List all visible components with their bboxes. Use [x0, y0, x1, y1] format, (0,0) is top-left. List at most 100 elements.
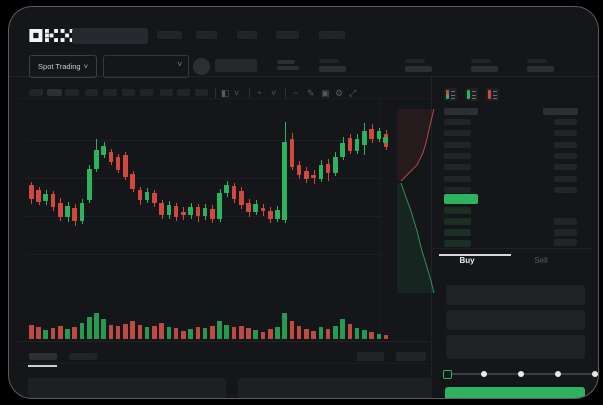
orderbook-icon-line — [472, 98, 476, 99]
volume-bar — [166, 327, 172, 339]
order-form-field[interactable] — [446, 285, 585, 305]
slider-stop[interactable] — [481, 371, 487, 377]
timeframe-button[interactable] — [140, 89, 153, 96]
candle — [43, 194, 49, 201]
interval-caret-icon[interactable]: ˅ — [271, 88, 277, 98]
gridline — [26, 140, 381, 141]
timeframe-button[interactable] — [103, 89, 117, 96]
volume-bar — [318, 327, 324, 339]
nav-item[interactable] — [157, 31, 182, 39]
orderbook-header-placeholder — [444, 108, 478, 115]
ask-amount-placeholder — [554, 119, 577, 125]
ask-price-placeholder — [444, 130, 471, 137]
buy-submit-button[interactable] — [445, 387, 585, 398]
timeframe-button[interactable] — [195, 89, 208, 96]
ask-depth-fill — [397, 109, 434, 181]
screenshot-icon[interactable]: ▣ — [321, 88, 330, 98]
chevron-down-icon: ˅ — [83, 62, 88, 71]
volume-bar — [101, 319, 106, 339]
orders-action-button[interactable] — [357, 352, 384, 361]
stat-value-placeholder — [527, 66, 554, 72]
candle-style-icon[interactable]: ◧ — [221, 88, 230, 98]
orderbook-icon-bar — [446, 90, 449, 99]
candle — [115, 157, 121, 170]
settings-icon[interactable]: ⚙ — [335, 88, 344, 98]
tab-buy[interactable]: Buy — [459, 256, 475, 265]
nav-item[interactable] — [196, 31, 217, 39]
panel-divider — [431, 76, 432, 398]
orderbook-icon-line — [451, 94, 455, 96]
toolbar-divider — [249, 88, 250, 98]
volume-bar — [115, 326, 121, 339]
candle — [210, 209, 215, 219]
orderbook-view-asks-icon[interactable] — [486, 88, 499, 101]
volume-bar — [36, 327, 41, 339]
candle — [202, 208, 208, 216]
candle — [311, 175, 316, 178]
volume-bar — [267, 329, 273, 339]
orders-tab[interactable] — [29, 353, 57, 360]
order-form-field[interactable] — [446, 310, 585, 330]
timeframe-button[interactable] — [29, 89, 43, 96]
volume-bar — [282, 313, 287, 339]
market-type-selector[interactable]: Spot Trading ˅ — [29, 55, 97, 78]
timeframe-button[interactable] — [177, 89, 190, 96]
candle — [267, 211, 273, 219]
ask-depth-line — [400, 108, 435, 182]
indicator-icon[interactable]: ~ — [293, 88, 299, 98]
timeframe-button[interactable] — [160, 89, 173, 96]
pair-dropdown[interactable]: ˅ — [103, 55, 189, 78]
orderbook-header-placeholder — [543, 108, 578, 115]
toolbar-divider — [285, 88, 286, 98]
fullscreen-icon[interactable]: ⤢ — [349, 88, 357, 98]
orders-action-button[interactable] — [396, 352, 426, 361]
interval-icon[interactable]: ◔ — [256, 88, 262, 98]
toolbar-divider — [215, 88, 216, 98]
ask-price-placeholder — [444, 119, 471, 125]
slider-stop[interactable] — [555, 371, 561, 377]
change-line-placeholder — [277, 66, 299, 70]
timeframe-button[interactable] — [85, 89, 98, 96]
ask-price-placeholder — [444, 175, 471, 182]
candle-style-caret-icon[interactable]: ˅ — [234, 88, 240, 98]
tab-sell[interactable]: Sell — [534, 256, 548, 265]
candle — [50, 194, 56, 207]
draw-icon[interactable]: ✎ — [307, 88, 315, 98]
volume-bar — [130, 321, 135, 339]
slider-stop[interactable] — [592, 371, 598, 377]
candle — [137, 190, 143, 200]
search-input[interactable] — [72, 28, 148, 44]
chevron-down-icon: ˅ — [177, 60, 182, 69]
trade-tabs-track — [431, 248, 592, 249]
order-form-field[interactable] — [446, 335, 585, 359]
nav-item[interactable] — [319, 31, 345, 39]
stat-label-placeholder — [405, 59, 425, 63]
nav-item[interactable] — [237, 31, 257, 39]
candle — [188, 207, 193, 215]
candle — [173, 206, 179, 217]
candle — [166, 205, 172, 215]
timeframe-button[interactable] — [122, 89, 135, 96]
candle — [224, 185, 230, 193]
candle — [79, 203, 85, 221]
volume-bar — [210, 326, 215, 339]
orderbook-view-both-icon[interactable] — [444, 88, 457, 101]
stat-value-placeholder — [471, 66, 498, 72]
orders-tab[interactable] — [69, 353, 97, 360]
bid-depth-line — [400, 182, 435, 294]
timeframe-button[interactable] — [47, 89, 62, 96]
bid-price-placeholder — [444, 207, 471, 214]
candle — [144, 192, 150, 200]
volume-bar — [57, 326, 63, 339]
timeframe-button[interactable] — [65, 89, 79, 96]
stat-value-placeholder — [319, 66, 346, 72]
volume-bar — [383, 335, 389, 339]
volume-bar — [246, 328, 251, 339]
orderbook-view-bids-icon[interactable] — [465, 88, 478, 101]
volume-bar — [86, 317, 92, 339]
stat-value-placeholder — [405, 66, 432, 72]
volume-bar — [123, 324, 128, 339]
slider-handle[interactable] — [443, 370, 452, 379]
slider-stop[interactable] — [518, 371, 524, 377]
nav-item[interactable] — [276, 31, 299, 39]
